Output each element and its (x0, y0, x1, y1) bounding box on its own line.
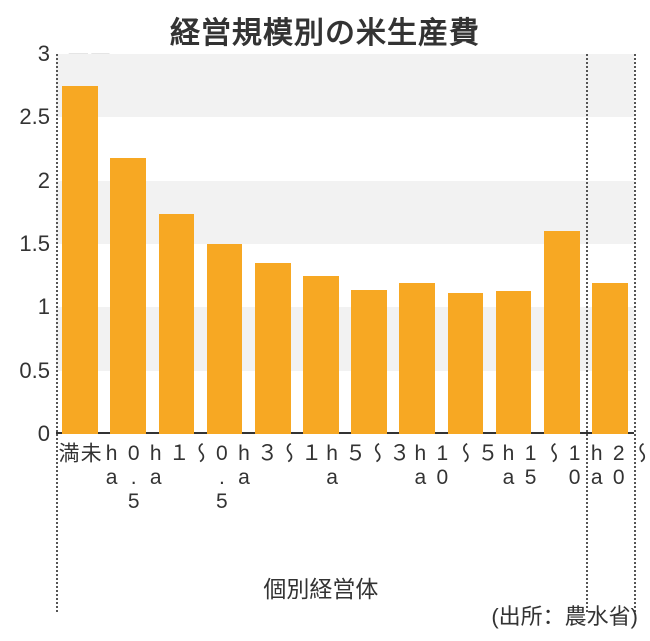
bar (351, 290, 387, 434)
plot-area (56, 54, 634, 434)
y-tick-label: 2 (6, 168, 50, 194)
x-tick-label: 10 〜 15 ha (497, 442, 585, 514)
x-label-slot: 10 〜 15 ha (497, 438, 585, 514)
bar-slot (490, 54, 538, 434)
y-tick-label: 1.5 (6, 231, 50, 257)
y-tick-label: 3 (6, 41, 50, 67)
x-label-slot: ３ 〜 ５ ha (321, 438, 409, 514)
bar (303, 276, 339, 434)
bar (496, 291, 532, 434)
x-tick-label: ３ 〜 ５ ha (321, 442, 409, 514)
bar-slot (393, 54, 441, 434)
bars-row (56, 54, 634, 434)
y-tick-label: 0 (6, 421, 50, 447)
x-label-slot: 0.5 〜 １ ha (144, 438, 232, 514)
bar-slot (586, 54, 634, 434)
bar (62, 86, 98, 434)
y-tick-label: 1 (6, 294, 50, 320)
x-tick-label: １ 〜 ３ ha (232, 442, 320, 514)
bar-slot (56, 54, 104, 434)
category-divider (634, 54, 636, 612)
x-tick-label: 0.5 ha 未 満 (56, 442, 144, 514)
y-tick-label: 2.5 (6, 104, 50, 130)
bar-slot (345, 54, 393, 434)
bar (110, 158, 146, 434)
x-label-slot: １ 〜 ３ ha (232, 438, 320, 514)
bar (592, 283, 628, 434)
category-divider (586, 54, 588, 612)
bar (207, 244, 243, 434)
bar-slot (297, 54, 345, 434)
x-tick-label: 15 〜 20 ha (585, 442, 650, 514)
category-divider (56, 54, 58, 612)
source-label: (出所：農水省) (491, 599, 638, 631)
bar-slot (201, 54, 249, 434)
x-tick-label: 0.5 〜 １ ha (144, 442, 232, 514)
bar (255, 263, 291, 434)
bar-slot (104, 54, 152, 434)
bar-slot (441, 54, 489, 434)
x-tick-label: ５ 〜 10 ha (409, 442, 497, 514)
bar (544, 231, 580, 434)
chart-container: 経営規模別の米生産費 (万円/60kg) 00.511.522.53 0.5 h… (0, 0, 650, 641)
x-label-slot: 15 〜 20 ha (585, 438, 650, 514)
y-tick-label: 0.5 (6, 358, 50, 384)
bar (159, 214, 195, 434)
bar-slot (538, 54, 586, 434)
bar (399, 283, 435, 434)
bar (448, 293, 484, 434)
bar-slot (249, 54, 297, 434)
x-label-slot: ５ 〜 10 ha (409, 438, 497, 514)
bar-slot (152, 54, 200, 434)
x-axis-labels: 0.5 ha 未 満0.5 〜 １ ha１ 〜 ３ ha３ 〜 ５ ha５ 〜 … (56, 438, 634, 514)
x-label-slot: 0.5 ha 未 満 (56, 438, 144, 514)
